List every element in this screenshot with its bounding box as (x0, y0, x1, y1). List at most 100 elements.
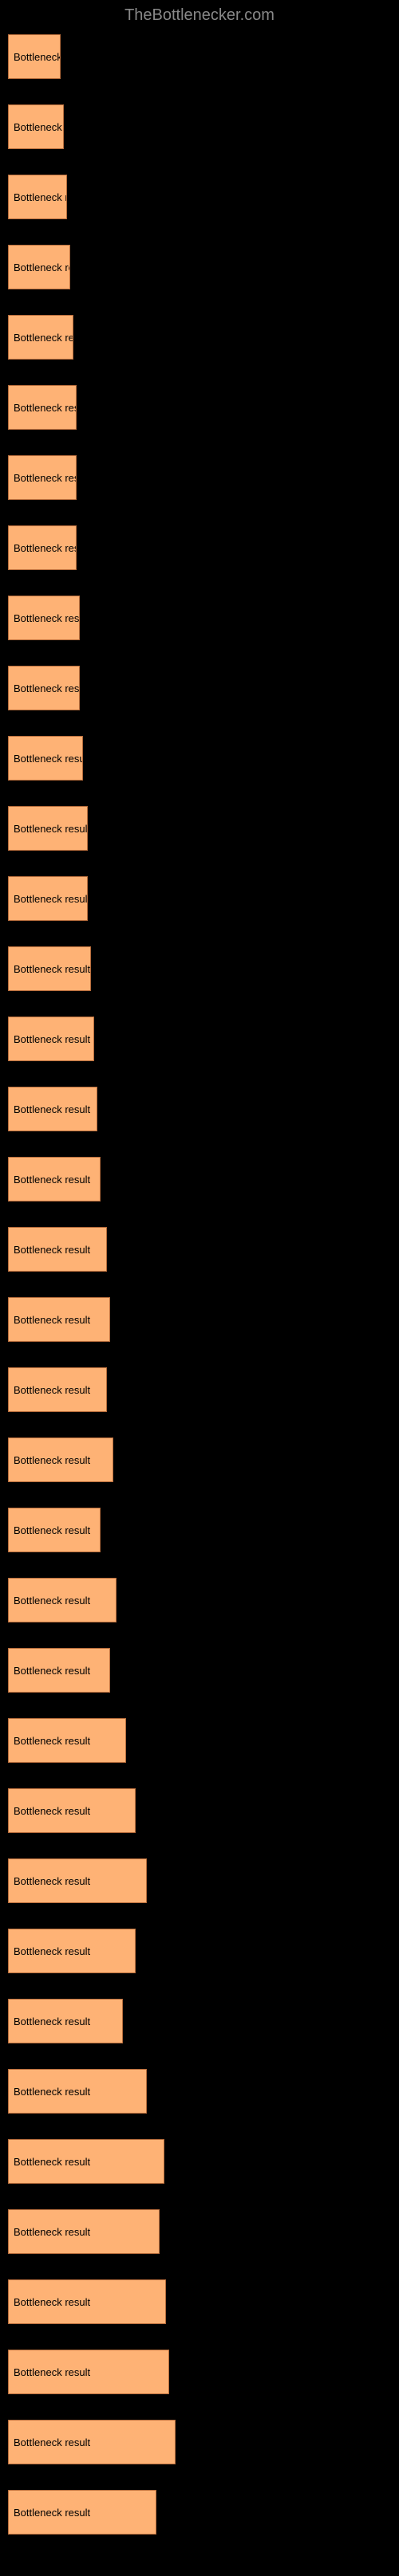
bar-value: 50 (139, 1805, 150, 1817)
bar-row: Bottleneck result (8, 525, 389, 570)
bar: Bottleneck result (8, 525, 77, 570)
bar-row: Bottleneck result (8, 104, 389, 149)
bar-label: Bottleneck result (14, 963, 90, 975)
bar-row: Bottleneck result (8, 1227, 389, 1272)
bar: Bottleneck result (8, 385, 77, 430)
bar-row: Bottleneck result 4 (8, 1999, 389, 2043)
bar-label: Bottleneck result (14, 1314, 90, 1326)
bar-label: Bottleneck result (14, 2436, 90, 2448)
bar: Bottleneck result (8, 1157, 101, 1201)
bar: Bottleneck result (8, 666, 80, 710)
bar-label: Bottleneck result (14, 1174, 90, 1186)
bar: Bottleneck result (8, 876, 88, 921)
bar: Bottleneck result (8, 1648, 110, 1693)
bar-row: Bottleneck result49 (8, 1718, 389, 1763)
bar: Bottleneck result (8, 1227, 107, 1272)
bar-row: Bottleneck result 53.2 (8, 2490, 389, 2535)
bar: Bottleneck result (8, 1578, 117, 1622)
bar-row: Bottleneck result (8, 175, 389, 219)
bar-row: Bottleneck result (8, 736, 389, 781)
bar: Bottleneck result (8, 1858, 147, 1903)
bar-label: Bottleneck result (14, 1805, 90, 1817)
bar: Bottleneck result (8, 315, 73, 360)
bar-row: Bottleneck result (8, 34, 389, 79)
bar-row: Bottleneck result (8, 876, 389, 921)
bar-label: Bottleneck result (14, 121, 63, 133)
bar-row: Bottleneck result (8, 1578, 389, 1622)
bar: Bottleneck result (8, 2139, 164, 2184)
bar-row: Bottleneck result (8, 1648, 389, 1693)
bar-label: Bottleneck result (14, 2226, 90, 2238)
bar-label: Bottleneck result (14, 612, 79, 624)
bar: Bottleneck result (8, 1999, 123, 2043)
bar: Bottleneck result (8, 245, 70, 289)
bar: Bottleneck result (8, 1297, 110, 1342)
bar-label: Bottleneck result (14, 1244, 90, 1256)
bar-row: Bottleneck result (8, 315, 389, 360)
bar-label: Bottleneck result (14, 542, 76, 554)
bar-row: Bottleneck result55.3 (8, 2420, 389, 2464)
bar-label: Bottleneck result (14, 402, 76, 414)
bar: Bottleneck result (8, 946, 91, 991)
bar: Bottleneck result (8, 175, 67, 219)
bar-label: Bottleneck result (14, 2086, 90, 2098)
bar-label: Bottleneck result (14, 823, 87, 835)
bar-label: Bottleneck result (14, 51, 60, 63)
bar-row: Bottleneck result 50 (8, 1788, 389, 1833)
bar-row: Bottleneck result54.4 (8, 2279, 389, 2324)
bar: Bottleneck result (8, 1017, 94, 1061)
bar: Bottleneck result (8, 1508, 101, 1552)
bar-value: 54.1 (168, 2156, 188, 2168)
bar-value: 53.5 (163, 2226, 183, 2238)
bar: Bottleneck result (8, 34, 61, 79)
bar-row: Bottleneck result (8, 1087, 389, 1131)
bar-value: 4 (126, 2016, 132, 2027)
bar-label: Bottleneck result (14, 893, 87, 905)
bar-value: 49 (129, 1735, 140, 1747)
bar-label: Bottleneck result (14, 2016, 90, 2027)
bar-label: Bottleneck result (14, 1875, 90, 1887)
bar-label: Bottleneck result (14, 1665, 90, 1677)
bar-row: Bottleneck result (8, 245, 389, 289)
bar-value: 52. (150, 1875, 164, 1887)
bar-row: Bottleneck result 54.7 (8, 2350, 389, 2394)
bar-label: Bottleneck result (14, 753, 82, 765)
bar-label: Bottleneck result (14, 1454, 90, 1466)
bar: Bottleneck result (8, 1437, 113, 1482)
bar-label: Bottleneck result (14, 332, 73, 344)
bar-label: Bottleneck result (14, 2366, 90, 2378)
bar: Bottleneck result (8, 1718, 126, 1763)
bar-row: Bottleneck result (8, 806, 389, 851)
bar: Bottleneck result (8, 1929, 136, 1973)
bar-row: Bottleneck result (8, 1297, 389, 1342)
bar-row: Bottleneck result 52. (8, 1858, 389, 1903)
bar-value: 52. (150, 2086, 164, 2098)
page-header: TheBottlenecker.com (0, 0, 399, 34)
bar-label: Bottleneck result (14, 262, 69, 273)
bar-row: Bottleneck result50 (8, 1929, 389, 1973)
bar: Bottleneck result (8, 2490, 156, 2535)
bar-label: Bottleneck result (14, 1103, 90, 1115)
bar-label: Bottleneck result (14, 2507, 90, 2519)
bar: Bottleneck result (8, 806, 88, 851)
bar-value: 53.2 (160, 2507, 180, 2519)
bar-label: Bottleneck result (14, 472, 76, 484)
bar-row: Bottleneck result (8, 1157, 389, 1201)
bar-row: Bottleneck result 52. (8, 2069, 389, 2114)
bar-row: Bottleneck result (8, 385, 389, 430)
bar-label: Bottleneck result (14, 1384, 90, 1396)
bar: Bottleneck result (8, 596, 80, 640)
bar: Bottleneck result (8, 455, 77, 500)
bar-row: Bottleneck result 53.5 (8, 2209, 389, 2254)
bar: Bottleneck result (8, 2209, 160, 2254)
bar-label: Bottleneck result (14, 191, 66, 203)
bar: Bottleneck result (8, 1087, 97, 1131)
bar-row: Bottleneck result (8, 1437, 389, 1482)
page-title: TheBottlenecker.com (124, 6, 275, 24)
bar-row: Bottleneck result (8, 1508, 389, 1552)
bar-value: 54.7 (172, 2366, 192, 2378)
bar-label: Bottleneck result (14, 2296, 90, 2308)
bar-label: Bottleneck result (14, 2156, 90, 2168)
bar: Bottleneck result (8, 1788, 136, 1833)
bar-row: Bottleneck result (8, 666, 389, 710)
